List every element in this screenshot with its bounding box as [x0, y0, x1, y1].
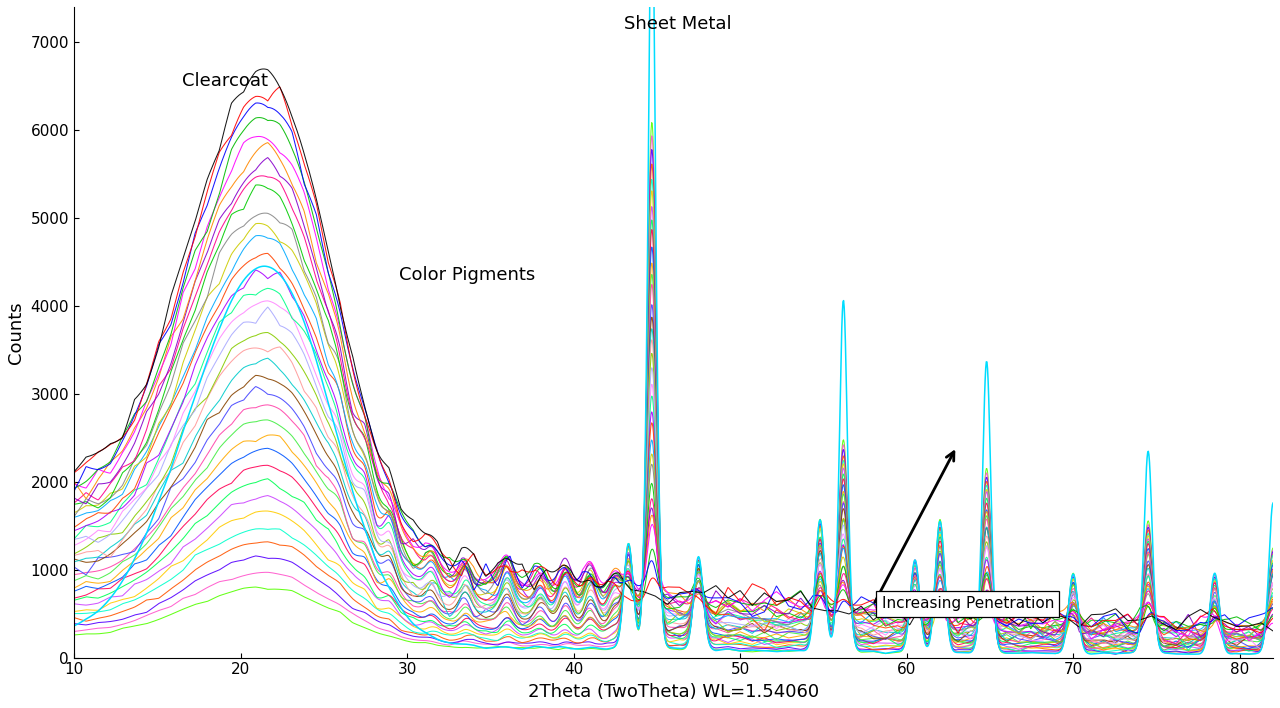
Y-axis label: Counts: Counts [6, 301, 24, 364]
X-axis label: 2Theta (TwoTheta) WL=1.54060: 2Theta (TwoTheta) WL=1.54060 [527, 683, 819, 701]
Text: Increasing Penetration: Increasing Penetration [882, 596, 1053, 612]
Text: Color Pigments: Color Pigments [399, 266, 535, 283]
Text: Clearcoat: Clearcoat [182, 72, 269, 90]
Text: Sheet Metal: Sheet Metal [623, 15, 731, 33]
